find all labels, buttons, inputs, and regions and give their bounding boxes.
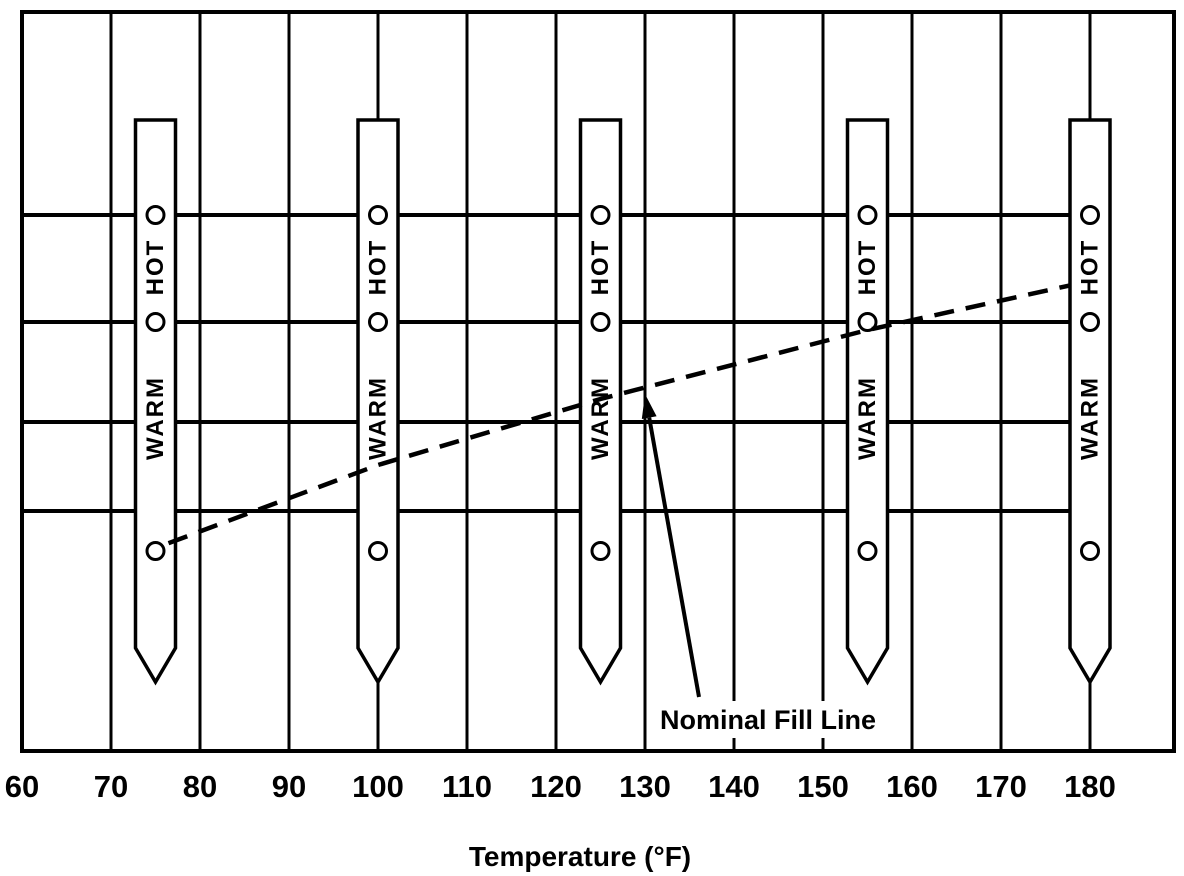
dipstick-hole <box>145 541 166 561</box>
dipstick-warm-label: WARM <box>587 376 614 460</box>
dipstick-hot-label: HOT <box>142 239 169 296</box>
x-tick-label: 140 <box>708 769 760 804</box>
dipstick: HOT WARM <box>133 118 178 686</box>
dipstick-hot-label: HOT <box>1077 239 1104 296</box>
nominal-fill-line-label: Nominal Fill Line <box>660 705 876 735</box>
dipstick-warm-label: WARM <box>142 376 169 460</box>
x-tick-label: 90 <box>272 769 306 804</box>
dipstick: HOT WARM <box>356 118 400 686</box>
fill-line-layer <box>167 283 1071 546</box>
dipstick-hole <box>857 541 878 561</box>
x-tick-label: 180 <box>1064 769 1116 804</box>
dipstick-hole <box>857 205 878 225</box>
dipstick-hole <box>145 312 166 332</box>
x-tick-label: 60 <box>5 769 39 804</box>
dipstick-body <box>1068 118 1112 686</box>
x-axis-layer: Temperature (°F) 60 70 80 90 100 110 120 130 140… <box>5 769 1116 872</box>
x-tick-label: 80 <box>183 769 217 804</box>
x-axis-title: Temperature (°F) <box>469 841 691 872</box>
dipstick-hole <box>590 312 611 332</box>
dipstick-body <box>356 118 400 686</box>
dipstick-hot-label: HOT <box>854 239 881 296</box>
x-tick-label: 100 <box>352 769 404 804</box>
dipstick-hole <box>1080 541 1100 561</box>
annotation-layer: Nominal Fill Line <box>641 394 900 738</box>
dipstick-body <box>133 118 178 686</box>
x-tick-label: 70 <box>94 769 128 804</box>
annotation-arrowhead-icon <box>641 394 657 419</box>
annotation-label-background <box>650 701 900 738</box>
nominal-fill-line-dashes <box>167 283 1071 546</box>
chart-border <box>20 10 1176 753</box>
dipstick-hole <box>368 312 388 332</box>
dipstick-hot-label: HOT <box>365 239 392 296</box>
x-tick-label: 110 <box>442 769 492 804</box>
dipstick-warm-label: WARM <box>854 376 881 460</box>
x-tick-label: 130 <box>619 769 671 804</box>
x-tick-label: 160 <box>886 769 938 804</box>
dipstick-warm-label: WARM <box>1077 376 1104 460</box>
dipstick-hole <box>590 205 611 225</box>
dipstick-hole <box>145 205 166 225</box>
dipstick-hole <box>368 541 388 561</box>
x-tick-label: 120 <box>530 769 582 804</box>
x-tick-label: 170 <box>975 769 1027 804</box>
annotation-arrow <box>641 394 701 698</box>
grid-layer <box>20 10 1176 753</box>
dipstick-hole <box>590 541 611 561</box>
dipsticks-layer: HOT WARM HOT WARM HOT WARM HOT WARM HOT WARM <box>133 118 1112 686</box>
dipstick-hole <box>857 312 878 332</box>
dipstick-hole <box>1080 205 1100 225</box>
dipstick: HOT WARM <box>845 118 890 686</box>
dipstick-hole <box>1080 312 1100 332</box>
x-tick-label: 150 <box>797 769 849 804</box>
dipstick-hot-label: HOT <box>587 239 614 296</box>
annotation-arrow-shaft <box>647 417 701 698</box>
dipstick-body <box>845 118 890 686</box>
dipstick-warm-label: WARM <box>365 376 392 460</box>
dipstick-hole <box>368 205 388 225</box>
dipstick: HOT WARM <box>1068 118 1112 686</box>
